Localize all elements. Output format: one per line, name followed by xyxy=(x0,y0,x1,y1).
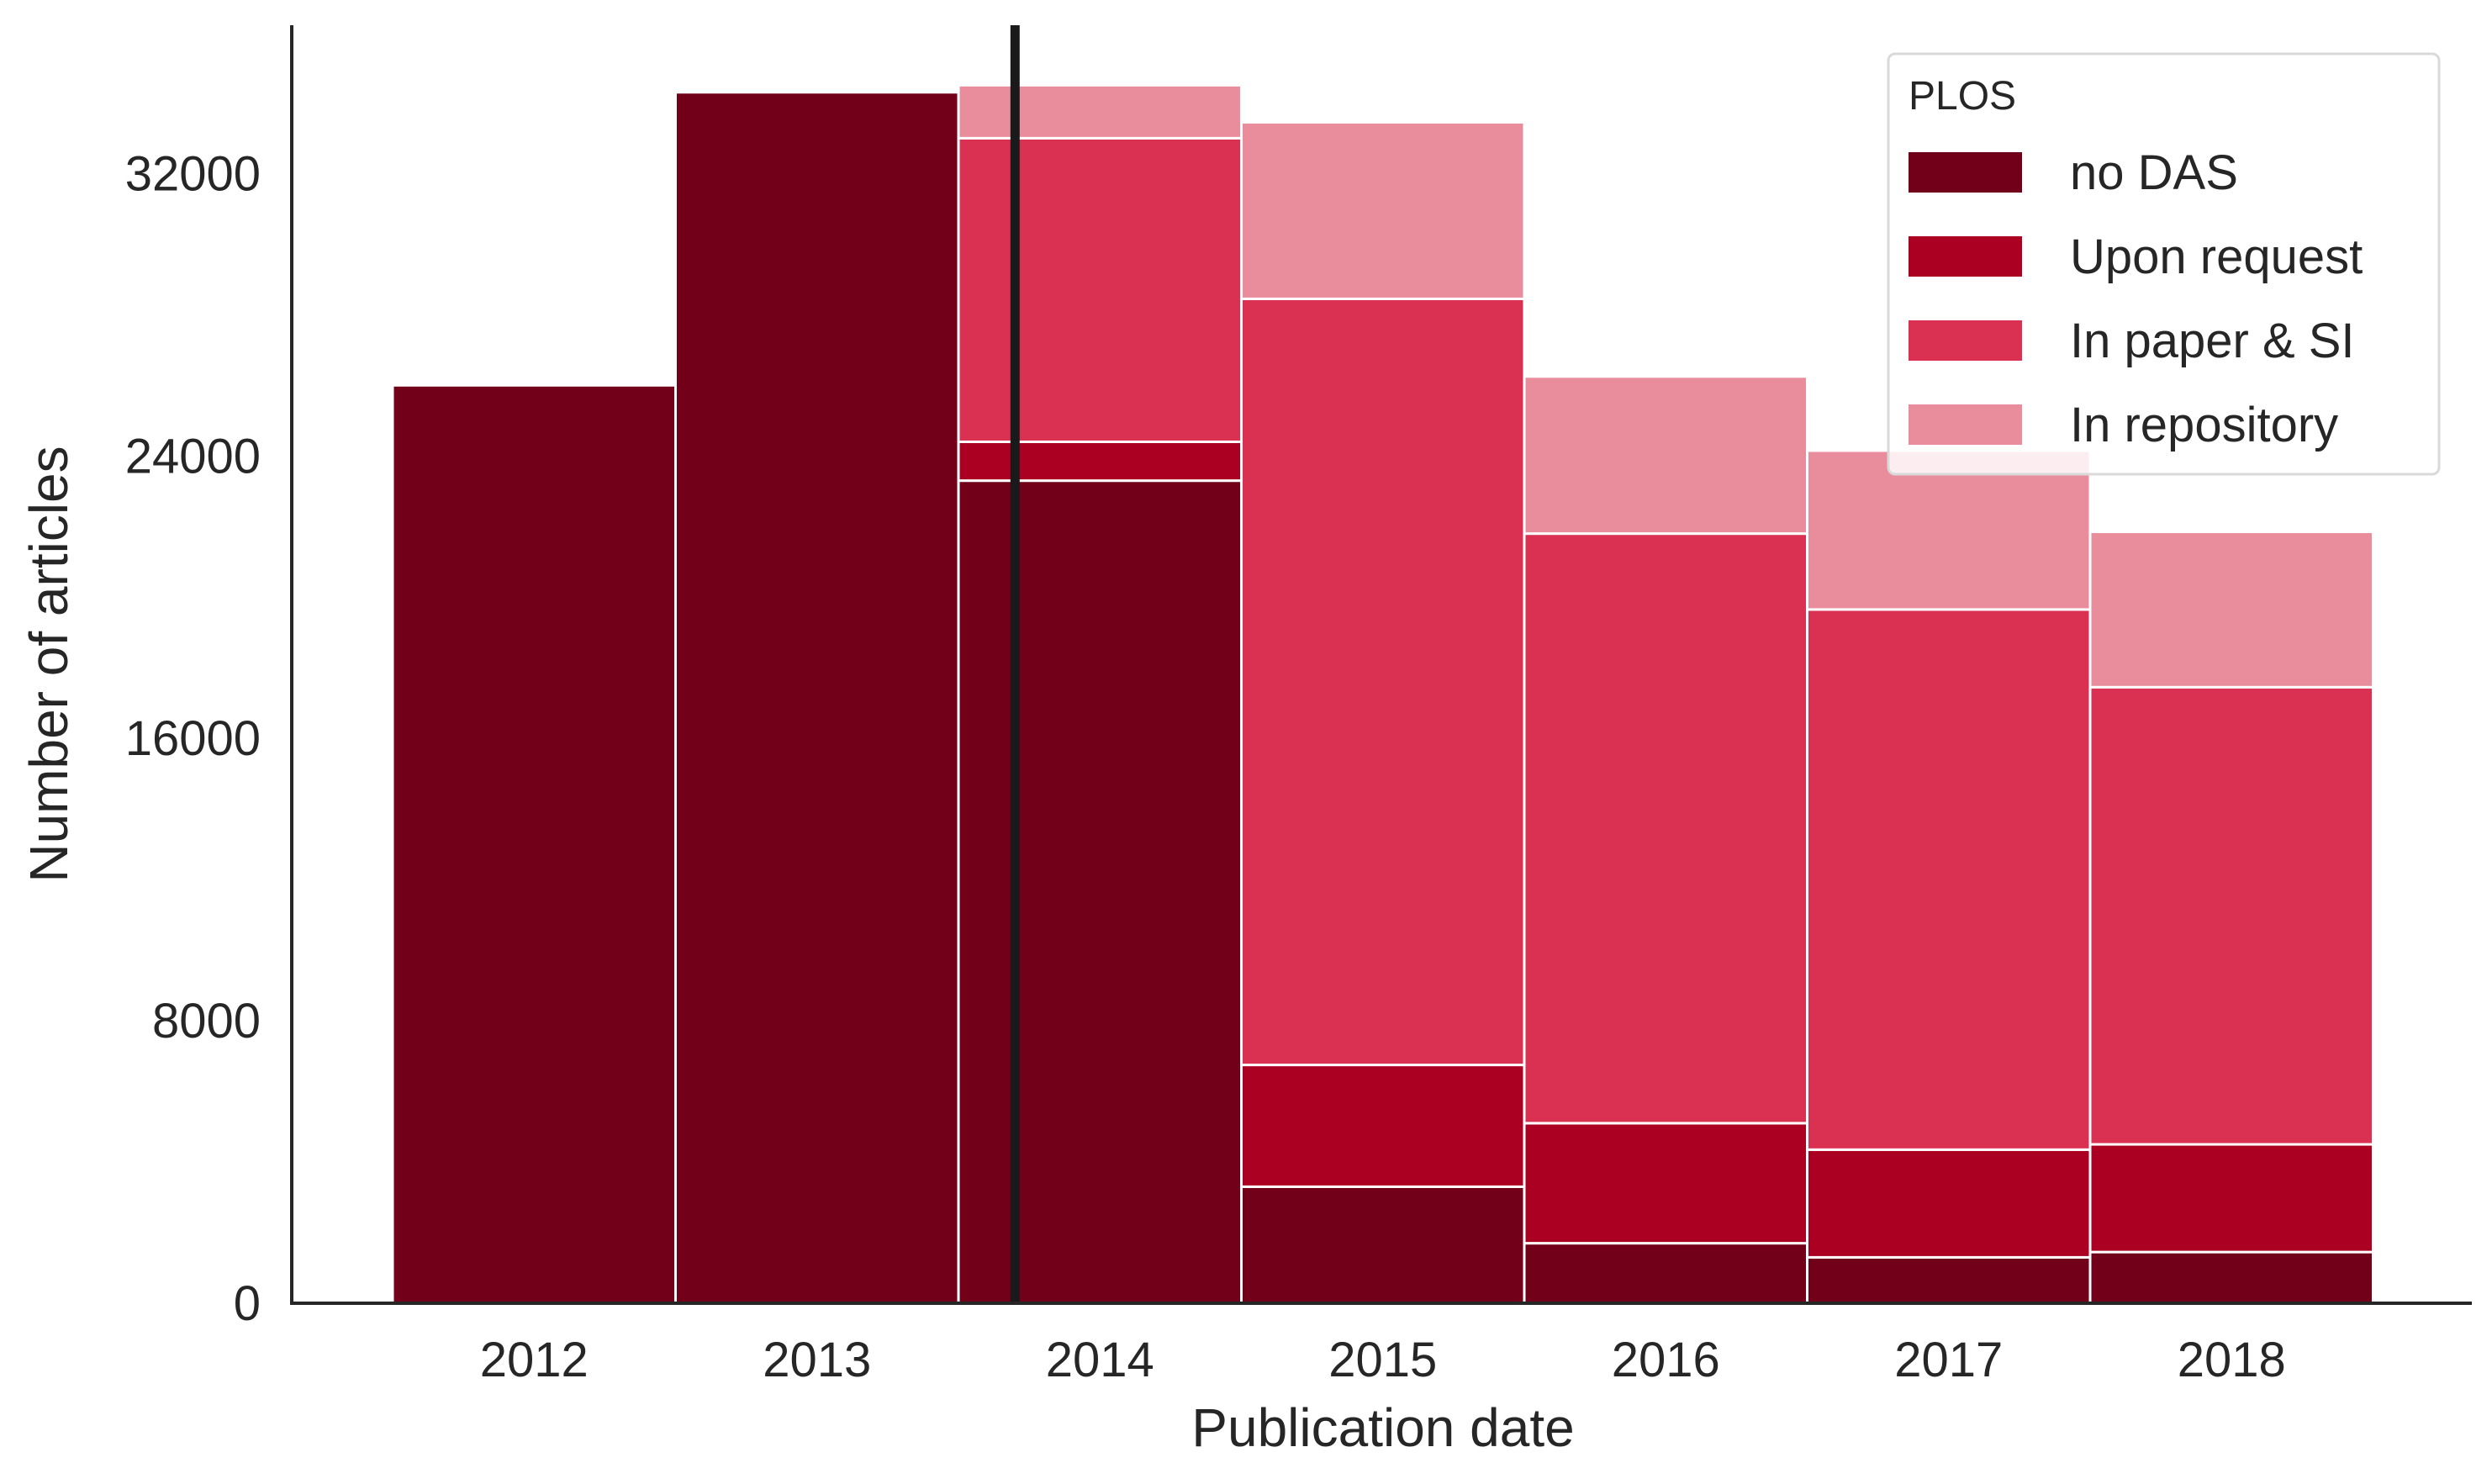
legend-label: Upon request xyxy=(2070,230,2363,284)
bar-2014-in-paper-si xyxy=(957,136,1243,443)
legend-label: In paper & SI xyxy=(2070,314,2355,368)
x-tick-label: 2013 xyxy=(763,1333,871,1387)
legend-frame xyxy=(1887,52,2441,476)
bar-2017-in-repository xyxy=(1806,449,2092,611)
x-tick-labels: 2012 2013 2014 2015 2016 2017 2018 xyxy=(480,1333,2286,1387)
x-tick-label: 2017 xyxy=(1894,1333,2003,1387)
x-tick-label: 2018 xyxy=(2178,1333,2286,1387)
y-tick-label: 32000 xyxy=(125,146,261,201)
bar-2017-in-paper-si xyxy=(1806,608,2092,1151)
y-tick-label: 8000 xyxy=(152,994,261,1048)
y-tick-labels: 0 8000 16000 24000 32000 xyxy=(125,146,261,1331)
bar-2018-in-repository xyxy=(2088,531,2374,689)
legend-title: PLOS xyxy=(1909,74,2016,119)
x-tick-label: 2015 xyxy=(1328,1333,1437,1387)
bar-2015-in-paper-si xyxy=(1240,297,1526,1067)
y-tick-label: 16000 xyxy=(125,711,261,766)
legend-swatch xyxy=(1909,152,2022,193)
bar-2014-upon-request xyxy=(957,440,1243,483)
y-axis-label: Number of articles xyxy=(18,446,79,882)
bar-2014-no-das xyxy=(957,479,1243,1305)
x-tick-label: 2012 xyxy=(480,1333,589,1387)
y-tick-label: 24000 xyxy=(125,429,261,483)
bar-2016-no-das xyxy=(1523,1242,1808,1305)
bar-2015-upon-request xyxy=(1240,1064,1526,1188)
bar-2017-upon-request xyxy=(1806,1148,2092,1259)
x-axis-label: Publication date xyxy=(1191,1397,1574,1458)
bar-2018-no-das xyxy=(2088,1250,2374,1305)
legend-swatch xyxy=(1909,320,2022,361)
bar-2018-in-paper-si xyxy=(2088,685,2374,1146)
y-tick-label: 0 xyxy=(234,1276,261,1331)
bars-group xyxy=(391,83,2374,1305)
x-tick-label: 2016 xyxy=(1612,1333,1720,1387)
legend-items: no DAS Upon request In paper & SI In reposi… xyxy=(1909,145,2363,452)
bar-2015-in-repository xyxy=(1240,120,1526,300)
x-tick-label: 2014 xyxy=(1046,1333,1154,1387)
bar-2016-upon-request xyxy=(1523,1122,1808,1245)
legend-swatch xyxy=(1909,404,2022,445)
legend: PLOS no DAS Upon request In paper & SI In r… xyxy=(1887,52,2441,476)
bar-2017-no-das xyxy=(1806,1255,2092,1305)
bar-2015-no-das xyxy=(1240,1185,1526,1305)
bar-2016-in-repository xyxy=(1523,375,1808,536)
legend-label: no DAS xyxy=(2070,145,2238,200)
bar-2016-in-paper-si xyxy=(1523,532,1808,1125)
bar-2018-upon-request xyxy=(2088,1143,2374,1254)
bar-2013-no-das xyxy=(674,91,960,1305)
legend-label: In repository xyxy=(2070,398,2338,452)
legend-swatch xyxy=(1909,236,2022,277)
bar-2012-no-das xyxy=(391,383,677,1305)
bar-2014-in-repository xyxy=(957,83,1243,140)
